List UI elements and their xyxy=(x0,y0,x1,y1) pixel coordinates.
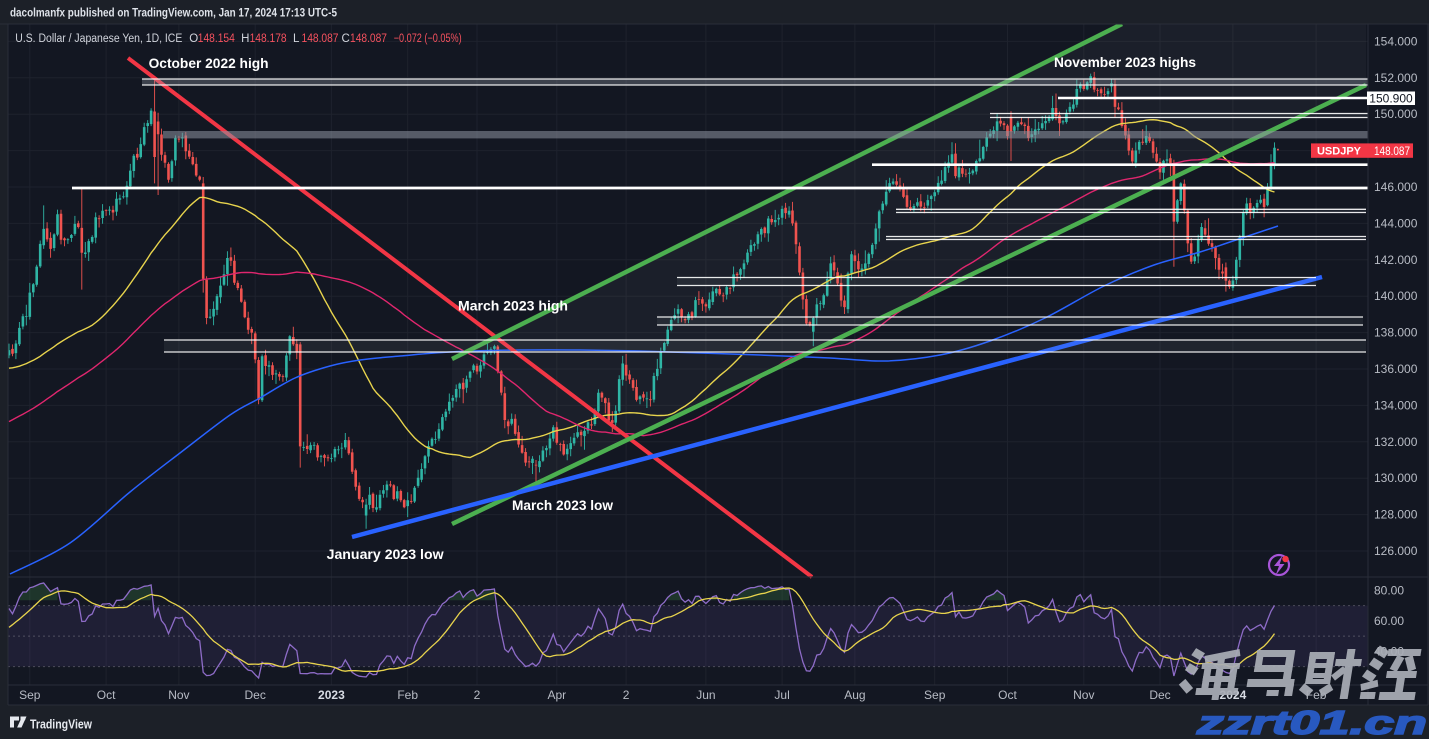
svg-text:C: C xyxy=(342,33,350,45)
svg-text:Aug: Aug xyxy=(844,688,865,702)
svg-text:October 2022 high: October 2022 high xyxy=(149,56,269,71)
svg-text:138.000: 138.000 xyxy=(1374,326,1418,340)
svg-text:Sep: Sep xyxy=(19,688,41,702)
svg-text:Oct: Oct xyxy=(998,688,1017,702)
svg-text:2: 2 xyxy=(474,688,481,702)
svg-text:144.000: 144.000 xyxy=(1374,216,1418,230)
svg-text:134.000: 134.000 xyxy=(1374,398,1418,412)
svg-text:148.154: 148.154 xyxy=(198,33,236,45)
svg-text:Nov: Nov xyxy=(1073,688,1094,702)
svg-text:148.087: 148.087 xyxy=(302,33,339,45)
svg-text:80.00: 80.00 xyxy=(1374,583,1404,597)
svg-text:January 2023 low: January 2023 low xyxy=(327,547,445,562)
svg-text:USDJPY: USDJPY xyxy=(1317,146,1362,158)
svg-text:150.000: 150.000 xyxy=(1374,107,1418,121)
svg-text:154.000: 154.000 xyxy=(1374,34,1418,48)
svg-text:Nov: Nov xyxy=(168,688,189,702)
svg-text:148.087: 148.087 xyxy=(350,33,387,45)
svg-text:150.900: 150.900 xyxy=(1369,91,1413,105)
svg-text:132.000: 132.000 xyxy=(1374,435,1418,449)
svg-text:128.000: 128.000 xyxy=(1374,508,1418,522)
svg-text:148.178: 148.178 xyxy=(250,33,287,45)
svg-text:H: H xyxy=(241,33,249,45)
svg-text:Dec: Dec xyxy=(1149,688,1170,702)
svg-text:November 2023 highs: November 2023 highs xyxy=(1054,55,1196,70)
svg-text:60.00: 60.00 xyxy=(1374,614,1404,628)
svg-text:Sep: Sep xyxy=(924,688,946,702)
svg-text:O: O xyxy=(189,33,198,45)
svg-text:−0.072 (−0.05%): −0.072 (−0.05%) xyxy=(394,33,462,45)
svg-text:146.000: 146.000 xyxy=(1374,180,1418,194)
svg-text:Apr: Apr xyxy=(547,688,566,702)
svg-text:TradingView: TradingView xyxy=(30,718,92,732)
svg-text:L: L xyxy=(293,33,300,45)
svg-text:March 2023 high: March 2023 high xyxy=(458,299,568,314)
svg-text:140.000: 140.000 xyxy=(1374,289,1418,303)
svg-text:142.000: 142.000 xyxy=(1374,253,1418,267)
svg-text:2023: 2023 xyxy=(318,688,345,702)
svg-text:zzrt01.cn: zzrt01.cn xyxy=(1195,704,1427,739)
svg-text:130.000: 130.000 xyxy=(1374,471,1418,485)
svg-text:148.087: 148.087 xyxy=(1374,144,1410,158)
svg-text:Feb: Feb xyxy=(397,688,418,702)
svg-text:dacolmanfx published on Tradin: dacolmanfx published on TradingView.com,… xyxy=(10,8,338,20)
svg-text:March 2023 low: March 2023 low xyxy=(512,498,614,513)
svg-text:126.000: 126.000 xyxy=(1374,544,1418,558)
svg-text:152.000: 152.000 xyxy=(1374,71,1418,85)
svg-text:Jun: Jun xyxy=(696,688,715,702)
svg-text:Oct: Oct xyxy=(97,688,116,702)
svg-text:U.S. Dollar / Japanese Yen, 1D: U.S. Dollar / Japanese Yen, 1D, ICE xyxy=(15,33,182,45)
svg-text:Jul: Jul xyxy=(774,688,789,702)
svg-text:136.000: 136.000 xyxy=(1374,362,1418,376)
svg-text:2: 2 xyxy=(623,688,630,702)
svg-text:Dec: Dec xyxy=(245,688,266,702)
